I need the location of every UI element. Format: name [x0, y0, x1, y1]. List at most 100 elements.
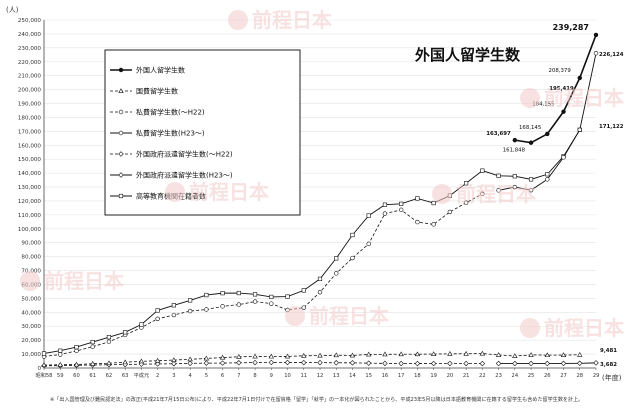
- data-point: [171, 312, 177, 318]
- y-tick-label: 50,000: [21, 296, 41, 302]
- data-point: [106, 335, 112, 340]
- data-point: [106, 360, 112, 366]
- y-tick-label: 150,000: [18, 157, 42, 163]
- data-point: [284, 353, 291, 359]
- data-point: [560, 352, 567, 357]
- data-point: [544, 360, 551, 367]
- data-point: [365, 360, 372, 366]
- data-point: [382, 360, 388, 367]
- y-tick-label: 190,000: [18, 102, 42, 108]
- data-point: [528, 177, 534, 182]
- x-tick-label: 11: [300, 373, 307, 379]
- data-point: [528, 140, 534, 145]
- data-point: [495, 360, 502, 367]
- data-label: 161,848: [503, 148, 526, 154]
- data-point: [236, 354, 242, 359]
- data-point: [447, 360, 453, 367]
- y-tick-label: 220,000: [18, 60, 42, 66]
- data-point: [399, 201, 404, 206]
- data-point: [366, 241, 371, 247]
- data-point: [122, 359, 128, 365]
- data-point: [204, 307, 209, 312]
- y-tick-label: 160,000: [18, 143, 42, 149]
- x-tick-label: 28: [576, 373, 583, 379]
- legend-marker: [118, 109, 124, 115]
- x-tick-label: 2: [156, 373, 159, 379]
- data-point: [512, 137, 518, 143]
- x-tick-label: 25: [528, 373, 535, 379]
- legend-label: 私費留学生数(～H22): [136, 108, 205, 117]
- data-point: [512, 360, 518, 367]
- y-tick-label: 30,000: [21, 324, 41, 330]
- data-point: [512, 353, 518, 358]
- legend-label: 外国人留学生数: [136, 66, 185, 75]
- data-point: [545, 131, 550, 137]
- data-point: [220, 304, 225, 309]
- data-label: 168,145: [519, 125, 541, 131]
- data-point: [545, 172, 550, 177]
- x-tick-label: 4: [188, 373, 192, 379]
- x-axis-unit: (年度): [602, 373, 622, 382]
- data-point: [89, 360, 96, 366]
- data-point: [90, 344, 95, 349]
- data-point: [220, 291, 225, 296]
- y-tick-label: 40,000: [21, 310, 41, 316]
- y-tick-label: 170,000: [18, 129, 42, 135]
- data-point: [398, 351, 404, 357]
- x-tick-label: 14: [349, 373, 356, 379]
- data-point: [528, 187, 534, 193]
- data-point: [154, 357, 161, 363]
- watermark-logo-icon: [432, 184, 452, 204]
- data-label: 226,124: [599, 52, 624, 58]
- legend-label: 外国政府派遣留学生数(～H22): [136, 150, 233, 159]
- data-point: [561, 109, 566, 114]
- x-tick-label: 27: [560, 373, 567, 379]
- data-point: [301, 359, 307, 366]
- y-tick-label: 140,000: [18, 171, 42, 177]
- data-point: [479, 360, 486, 367]
- data-point: [236, 302, 242, 307]
- y-tick-label: 250,000: [18, 18, 42, 24]
- data-point: [284, 359, 291, 366]
- data-point: [268, 359, 275, 366]
- data-point: [333, 360, 339, 366]
- x-tick-label: 13: [333, 373, 340, 379]
- data-label: 195,419: [549, 86, 574, 92]
- data-point: [544, 352, 551, 358]
- data-point: [593, 360, 599, 366]
- data-point: [106, 339, 112, 344]
- data-point: [74, 348, 79, 354]
- data-point: [593, 51, 599, 56]
- data-point: [187, 356, 193, 362]
- x-tick-label: 21: [463, 373, 470, 379]
- y-tick-label: 80,000: [21, 255, 41, 261]
- y-tick-label: 90,000: [21, 241, 41, 247]
- data-point: [301, 288, 306, 293]
- legend-marker: [118, 67, 124, 73]
- x-tick-label: 59: [57, 373, 64, 379]
- series-line: [43, 193, 483, 357]
- data-point: [431, 222, 436, 227]
- data-point: [155, 316, 160, 322]
- x-tick-label: 昭和58: [36, 371, 53, 379]
- data-point: [349, 360, 356, 366]
- data-point: [366, 213, 371, 218]
- data-label: 208,379: [548, 68, 571, 74]
- data-point: [41, 351, 47, 356]
- legend-marker: [118, 193, 124, 199]
- data-point: [447, 351, 453, 356]
- x-tick-label: 61: [89, 373, 96, 379]
- x-tick-label: 9: [270, 373, 273, 379]
- data-point: [495, 352, 502, 357]
- y-tick-label: 10,000: [21, 352, 41, 358]
- x-tick-label: 23: [495, 373, 502, 379]
- data-point: [301, 352, 307, 358]
- data-point: [496, 188, 501, 193]
- data-labels: 163,697 161,848 168,145 184,155 208,379 239,2…: [486, 23, 624, 368]
- watermark-logo-icon: [228, 10, 248, 30]
- x-axis: 昭和58 59 60 61 62 63 平成元 2 3 4 5 6 7 8 9 10 11 12 13 14 15 16 1…: [36, 367, 599, 379]
- data-point: [528, 352, 534, 357]
- watermark-logo-icon: [165, 182, 185, 202]
- data-point: [414, 351, 421, 357]
